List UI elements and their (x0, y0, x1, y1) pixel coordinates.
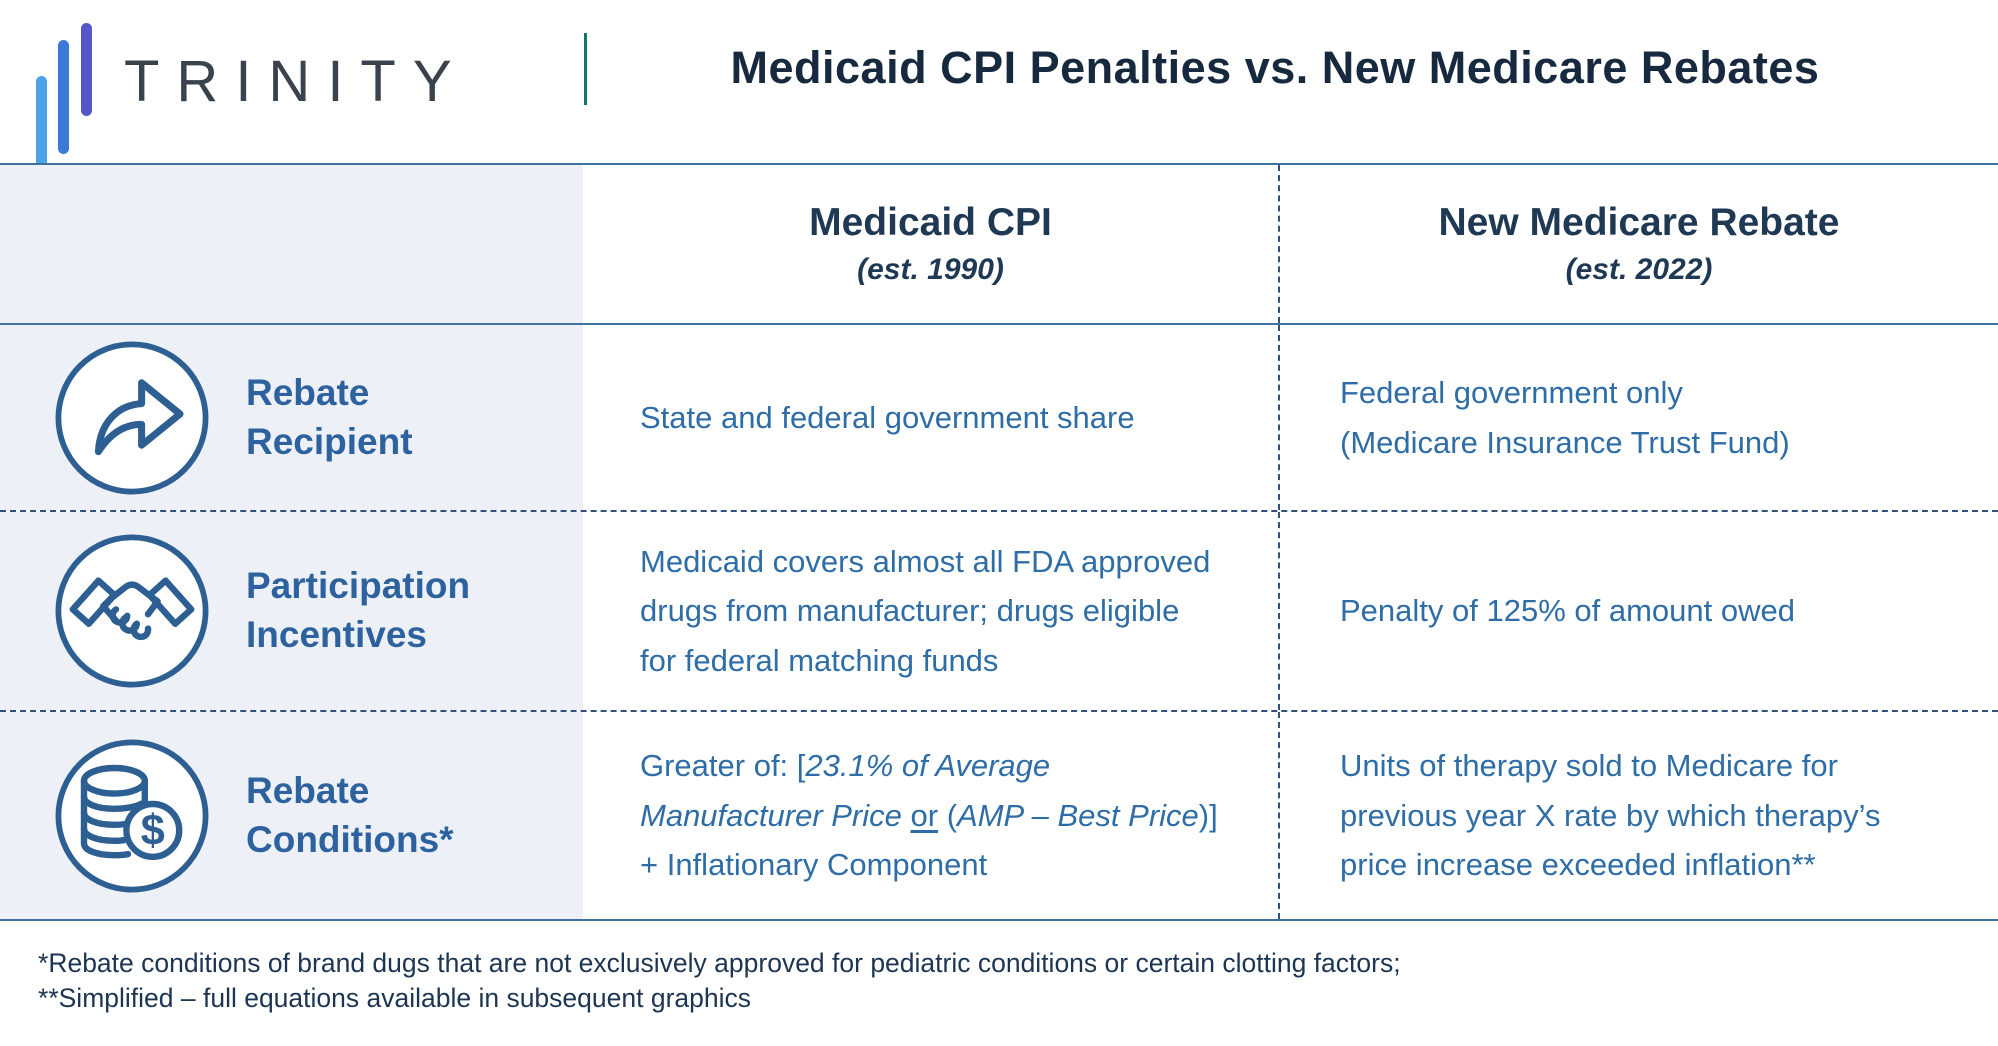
cell-text: price increase exceeded inflation** (1340, 847, 1816, 883)
formula-segment: 23.1% of Average (805, 748, 1051, 784)
coins-icon: $ (52, 736, 212, 896)
cell-text: drugs from manufacturer; drugs eligible (640, 593, 1180, 629)
cell-text: Medicaid covers almost all FDA approved (640, 543, 1211, 579)
row-label-cell: Participation Incentives (0, 512, 583, 710)
comparison-table: Medicaid CPI (est. 1990) New Medicare Re… (0, 163, 1998, 921)
row-label-cell: Rebate Recipient (0, 325, 583, 510)
footnotes: *Rebate conditions of brand dugs that ar… (38, 946, 1401, 1016)
logo-bar-icon (36, 76, 47, 178)
column-subtitle: (est. 2022) (1565, 253, 1713, 286)
table-row-participation-incentives: Participation Incentives Medicaid covers… (0, 512, 1998, 712)
formula-segment: )] (1198, 797, 1218, 833)
formula-line: Greater of: [23.1% of Average (640, 741, 1258, 791)
formula-line: Manufacturer Price or (AMP – Best Price)… (640, 791, 1258, 841)
footnote-2: **Simplified – full equations available … (38, 982, 752, 1013)
formula-segment: Greater of: [ (640, 748, 806, 784)
header-bar: TRINITY Medicaid CPI Penalties vs. New M… (0, 0, 1998, 178)
row-label: Participation Incentives (246, 565, 471, 655)
cell-text: Penalty of 125% of amount owed (1340, 593, 1795, 629)
logo-bar-icon (58, 40, 69, 154)
cell-text: Units of therapy sold to Medicare for (1340, 748, 1838, 784)
formula-segment: AMP – Best Price (957, 797, 1199, 833)
cell-text: Federal government only (1340, 374, 1683, 410)
formula-segment: + Inflationary Component (640, 847, 988, 883)
header-divider (584, 33, 587, 105)
table-corner-cell (0, 165, 583, 323)
formula-segment: Manufacturer Price (640, 797, 911, 833)
column-header-medicaid: Medicaid CPI (est. 1990) (583, 165, 1278, 323)
row-label: Rebate Conditions* (246, 769, 454, 860)
formula-line: + Inflationary Component (640, 840, 1258, 890)
medicaid-cell: Medicaid covers almost all FDA approved … (583, 512, 1278, 710)
row-label-cell: $ Rebate Conditions* (0, 712, 583, 919)
column-subtitle: (est. 1990) (857, 253, 1004, 286)
medicaid-cell: Greater of: [23.1% of Average Manufactur… (583, 712, 1278, 919)
logo-bar-icon (81, 23, 92, 116)
formula-segment: ( (938, 797, 958, 833)
column-header-medicare: New Medicare Rebate (est. 2022) (1278, 165, 1998, 323)
table-row-rebate-recipient: Rebate Recipient State and federal gover… (0, 325, 1998, 512)
medicare-cell: Penalty of 125% of amount owed (1278, 512, 1998, 710)
handshake-icon (52, 531, 212, 691)
svg-text:$: $ (141, 806, 165, 854)
share-arrow-icon (52, 338, 212, 498)
row-label: Rebate Recipient (246, 371, 413, 462)
table-header-row: Medicaid CPI (est. 1990) New Medicare Re… (0, 165, 1998, 325)
cell-text: (Medicare Insurance Trust Fund) (1340, 424, 1790, 460)
medicaid-cell: State and federal government share (583, 325, 1278, 510)
page-title: Medicaid CPI Penalties vs. New Medicare … (730, 42, 1820, 93)
cell-text: for federal matching funds (640, 642, 999, 678)
table-row-rebate-conditions: $ Rebate Conditions* Greater of: [23.1% … (0, 712, 1998, 919)
medicare-cell: Units of therapy sold to Medicare for pr… (1278, 712, 1998, 919)
brand-wordmark: TRINITY (124, 49, 469, 114)
column-title: Medicaid CPI (809, 201, 1052, 244)
column-title: New Medicare Rebate (1438, 201, 1840, 244)
medicare-cell: Federal government only (Medicare Insura… (1278, 325, 1998, 510)
cell-text: State and federal government share (640, 399, 1135, 435)
footnote-1: *Rebate conditions of brand dugs that ar… (38, 948, 1401, 978)
formula-segment: or (910, 797, 939, 833)
cell-text: previous year X rate by which therapy’s (1340, 797, 1881, 833)
